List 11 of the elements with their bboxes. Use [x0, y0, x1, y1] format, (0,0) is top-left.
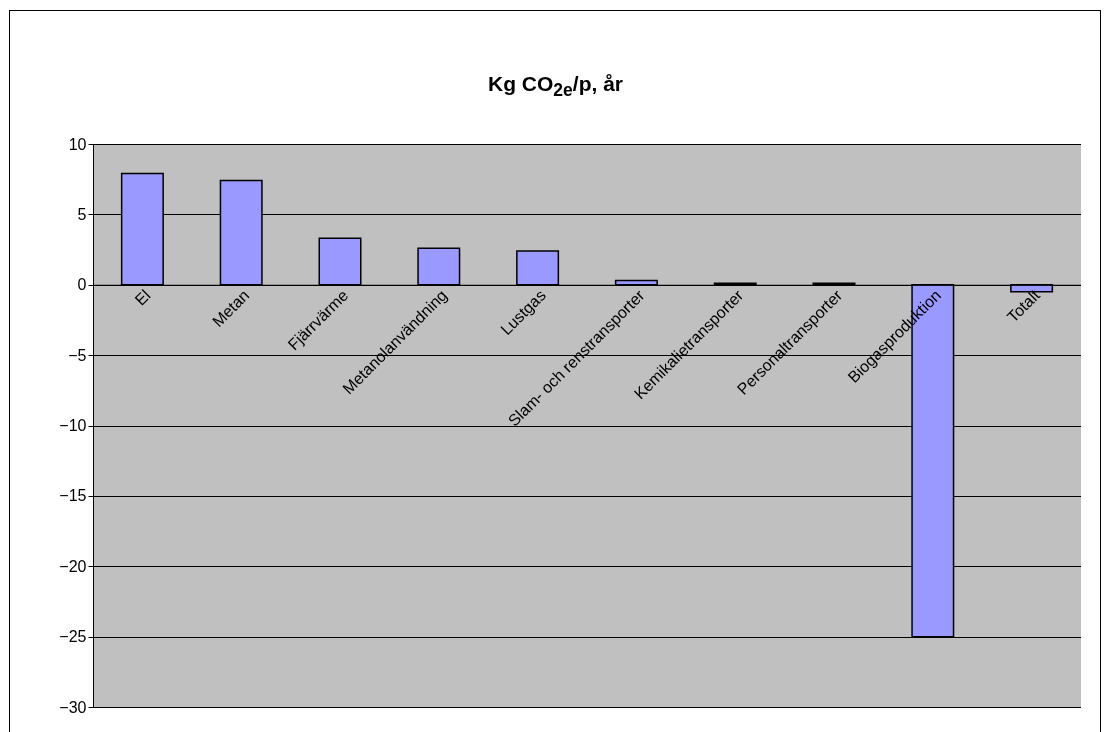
y-tick-label: −5 — [68, 346, 87, 364]
y-tick-label: −25 — [59, 628, 87, 646]
y-tick-label: −20 — [59, 557, 87, 575]
y-tick-label: 10 — [68, 135, 87, 153]
y-tick-label: 5 — [77, 205, 87, 223]
y-tick-label: −15 — [59, 487, 87, 505]
chart-title: Kg CO$_{2e}$/p, år — [487, 72, 624, 102]
y-tick-label: −10 — [59, 417, 87, 434]
y-tick-label: −30 — [59, 698, 87, 716]
y-tick-label: 0 — [77, 276, 87, 294]
x-tick-label: El — [131, 286, 154, 309]
